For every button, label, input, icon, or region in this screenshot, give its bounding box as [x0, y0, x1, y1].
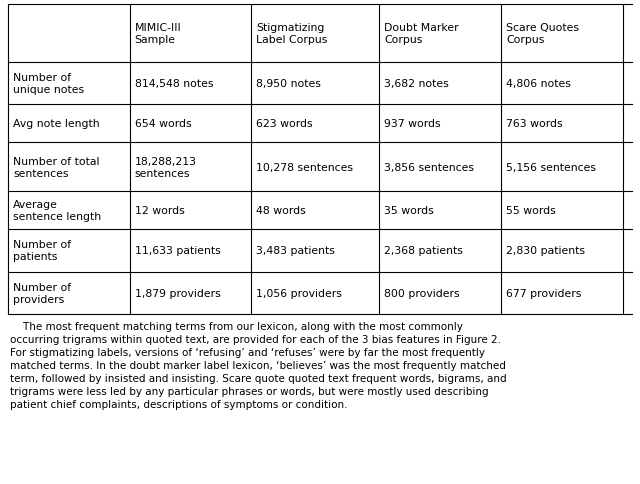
- Text: Avg note length: Avg note length: [13, 119, 100, 129]
- Text: 18,288,213
sentences: 18,288,213 sentences: [134, 156, 196, 179]
- Text: 11,633 patients: 11,633 patients: [134, 246, 220, 256]
- Text: Stigmatizing
Label Corpus: Stigmatizing Label Corpus: [257, 23, 328, 45]
- Text: 4,806 notes: 4,806 notes: [506, 79, 571, 89]
- Text: 5,156 sentences: 5,156 sentences: [506, 163, 596, 172]
- Text: Average
sentence length: Average sentence length: [13, 200, 101, 222]
- Text: 937 words: 937 words: [384, 119, 441, 129]
- Text: 1,056 providers: 1,056 providers: [257, 288, 342, 298]
- Text: 35 words: 35 words: [384, 206, 434, 216]
- Text: 1,879 providers: 1,879 providers: [134, 288, 220, 298]
- Text: 10,278 sentences: 10,278 sentences: [257, 163, 353, 172]
- Text: Scare Quotes
Corpus: Scare Quotes Corpus: [506, 23, 579, 45]
- Text: 3,682 notes: 3,682 notes: [384, 79, 449, 89]
- Text: 8,950 notes: 8,950 notes: [257, 79, 321, 89]
- Text: 3,856 sentences: 3,856 sentences: [384, 163, 474, 172]
- Text: Number of
patients: Number of patients: [13, 240, 71, 262]
- Text: 800 providers: 800 providers: [384, 288, 460, 298]
- Text: 677 providers: 677 providers: [506, 288, 581, 298]
- Text: 2,830 patients: 2,830 patients: [506, 246, 585, 256]
- Text: 2,368 patients: 2,368 patients: [384, 246, 463, 256]
- Text: 55 words: 55 words: [506, 206, 556, 216]
- Text: Number of
providers: Number of providers: [13, 282, 71, 304]
- Text: 654 words: 654 words: [134, 119, 191, 129]
- Text: 763 words: 763 words: [506, 119, 563, 129]
- Text: The most frequent matching terms from our lexicon, along with the most commonly
: The most frequent matching terms from ou…: [10, 321, 507, 409]
- Text: 48 words: 48 words: [257, 206, 306, 216]
- Text: Number of
unique notes: Number of unique notes: [13, 73, 84, 95]
- Text: Doubt Marker
Corpus: Doubt Marker Corpus: [384, 23, 459, 45]
- Text: 623 words: 623 words: [257, 119, 313, 129]
- Text: 12 words: 12 words: [134, 206, 184, 216]
- Text: Number of total
sentences: Number of total sentences: [13, 156, 99, 179]
- Text: 3,483 patients: 3,483 patients: [257, 246, 335, 256]
- Text: MIMIC-III
Sample: MIMIC-III Sample: [134, 23, 181, 45]
- Text: 814,548 notes: 814,548 notes: [134, 79, 213, 89]
